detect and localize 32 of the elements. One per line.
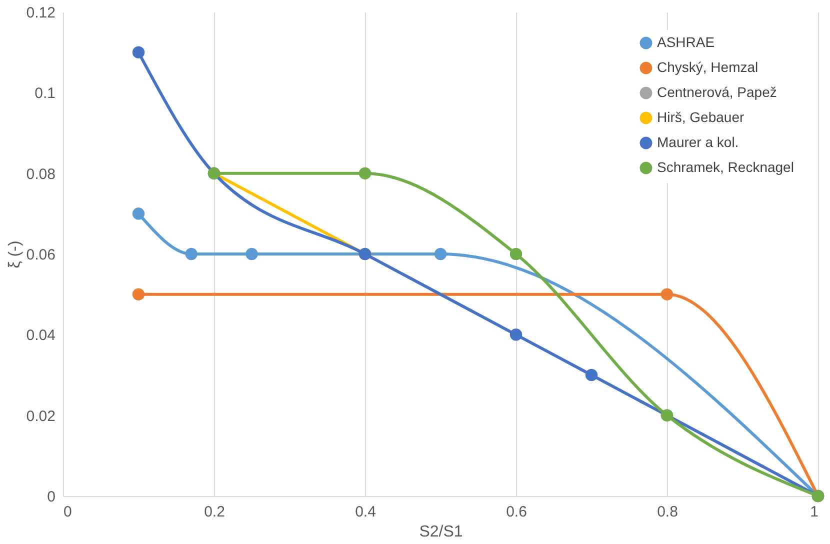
x-tick-label: 0.2 — [204, 504, 225, 520]
y-tick-label: 0.08 — [26, 166, 56, 183]
x-tick-label: 0.8 — [657, 504, 678, 520]
y-axis-title: ξ (-) — [6, 240, 24, 268]
point — [132, 46, 145, 58]
y-tick-label: 0.02 — [26, 408, 56, 425]
x-tick-label: 0 — [64, 504, 72, 520]
y-tick-label: 0.1 — [34, 85, 56, 102]
legend-label: Hirš, Gebauer — [657, 109, 744, 125]
point — [132, 208, 145, 220]
point — [132, 288, 145, 300]
x-tick-label: 0.6 — [506, 504, 527, 520]
legend-label: Maurer a kol. — [657, 134, 739, 150]
y-tick-label: 0.06 — [26, 246, 56, 264]
point — [510, 328, 522, 341]
point — [246, 248, 258, 260]
legend-label: Chyský, Hemzal — [657, 59, 758, 75]
y-tick-label: 0.12 — [26, 4, 56, 22]
x-tick-label: 0.4 — [355, 504, 376, 520]
y-tick-label: 0 — [47, 488, 56, 506]
point — [358, 167, 372, 180]
point — [660, 288, 674, 300]
y-tick-label: 0.04 — [26, 327, 56, 344]
x-axis-title: S2/S1 — [419, 524, 463, 540]
x-tick-label: 1 — [810, 504, 818, 520]
point — [185, 248, 198, 260]
point — [510, 248, 522, 260]
legend-label: ASHRAE — [657, 34, 715, 50]
legend-label: Centnerová, Papež — [657, 84, 777, 100]
point — [434, 248, 447, 260]
point — [585, 368, 598, 382]
legend-label: Schramek, Recknagel — [657, 159, 794, 175]
